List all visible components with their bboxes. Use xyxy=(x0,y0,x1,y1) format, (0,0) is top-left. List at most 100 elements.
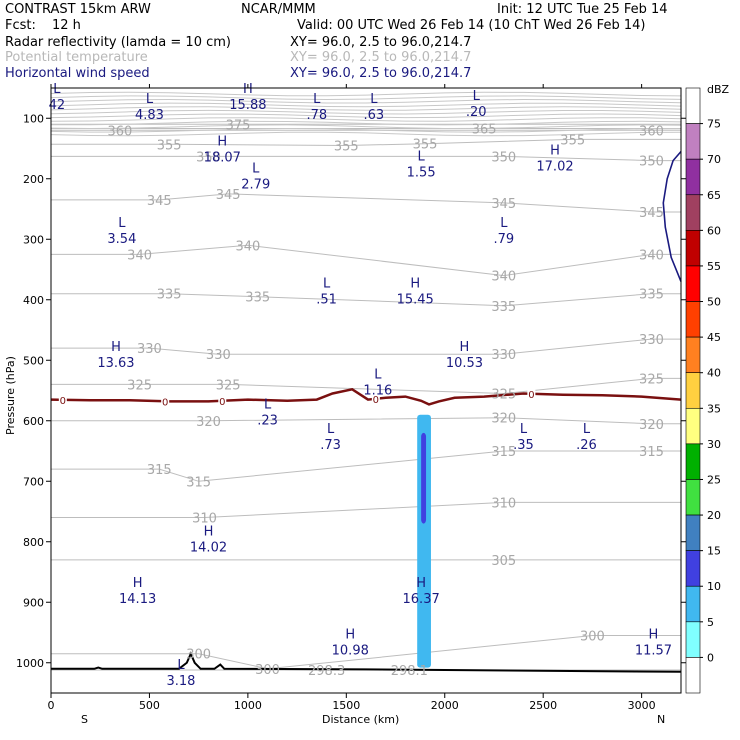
x-end-left: S xyxy=(81,713,88,726)
isentrope-line xyxy=(51,244,681,277)
plot-frame xyxy=(50,87,682,694)
zero-label-bg xyxy=(218,394,227,406)
isentrope-label: 305 xyxy=(491,554,516,569)
isentrope-label: 300 xyxy=(580,630,605,645)
isentrope-label: 335 xyxy=(639,288,664,303)
x-tick-label: 2500 xyxy=(529,699,557,712)
colorbar-swatch xyxy=(685,407,701,445)
isentrope-label: 300 xyxy=(186,648,211,663)
extremum-value: .63 xyxy=(364,108,385,123)
field-reflectivity: Radar reflectivity (lamda = 10 cm) xyxy=(5,35,231,50)
extremum-type: L xyxy=(177,658,185,673)
isentrope-label: 325 xyxy=(127,378,152,393)
isentrope-label: 345 xyxy=(216,188,241,203)
extremum-value: 10.53 xyxy=(446,356,483,371)
extremum-type: L xyxy=(473,89,481,104)
extremum-value: 3.54 xyxy=(107,232,136,247)
colorbar-swatch xyxy=(685,657,701,694)
isentrope-line xyxy=(50,106,682,111)
isentrope-line xyxy=(51,293,681,307)
field-wind: Horizontal wind speed xyxy=(5,66,150,81)
colorbar-label: 5 xyxy=(707,616,714,629)
isentrope-label: 325 xyxy=(216,378,241,393)
isentrope-label: 355 xyxy=(413,138,438,153)
isentrope-label: 315 xyxy=(491,445,516,460)
colorbar-label: 25 xyxy=(707,473,721,486)
extremum-value: .79 xyxy=(493,232,514,247)
field-wind-xy: XY= 96.0, 2.5 to 96.0,214.7 xyxy=(290,66,471,81)
extremum-type: H xyxy=(243,82,253,97)
isentrope-line xyxy=(50,117,682,122)
field-reflectivity-xy: XY= 96.0, 2.5 to 96.0,214.7 xyxy=(290,35,471,50)
x-tick-label: 1500 xyxy=(332,699,360,712)
extremum-value: 3.18 xyxy=(166,674,195,689)
isentrope-label: 335 xyxy=(245,291,270,306)
colorbar-swatch xyxy=(685,336,701,374)
isentrope-label: 335 xyxy=(157,288,182,303)
isentrope-label: 315 xyxy=(147,463,172,478)
extremum-type: L xyxy=(374,367,382,382)
colorbar-label: 30 xyxy=(707,438,721,451)
extremum-type: H xyxy=(416,576,426,591)
isentrope-labels: 300 300 298.3 298.1 300 305 310 310 315 315 315 315… xyxy=(107,118,663,679)
extremum-type: H xyxy=(217,135,227,150)
colorbar-label: 50 xyxy=(707,296,721,309)
zero-isotherm-label: 0 xyxy=(162,397,168,408)
isentrope-label: 320 xyxy=(639,418,664,433)
colorbar-label: 60 xyxy=(707,224,721,237)
y-tick-label: 100 xyxy=(23,112,44,125)
isentrope-line xyxy=(51,450,681,482)
isentrope-label: 355 xyxy=(334,139,359,154)
isentrope-line xyxy=(50,109,682,115)
extremum-value: 18.07 xyxy=(204,151,241,166)
isentrope-line xyxy=(51,377,681,395)
extremum-value: .78 xyxy=(306,108,327,123)
extremum-value: .23 xyxy=(257,414,278,429)
fcst-label: Fcst: xyxy=(5,18,36,33)
extremum-type: L xyxy=(583,422,591,437)
colorbar-swatch xyxy=(685,123,701,160)
isentrope-line xyxy=(50,95,682,101)
isentrope-label: 340 xyxy=(491,270,516,285)
zero-isotherm-label: 0 xyxy=(219,397,225,408)
y-tick-label: 700 xyxy=(23,475,44,488)
isentrope-label: 300 xyxy=(255,663,280,678)
y-tick-label: 600 xyxy=(23,415,44,428)
isentrope-label: 355 xyxy=(560,133,585,148)
isentrope-label: 325 xyxy=(491,388,516,403)
colorbar-label: 40 xyxy=(707,367,721,380)
colorbar-swatch xyxy=(685,585,701,623)
isentrope-label: 330 xyxy=(491,348,516,363)
isentrope-line xyxy=(50,113,682,119)
colorbar-swatch xyxy=(685,443,701,480)
x-tick-label: 500 xyxy=(139,699,160,712)
field-theta-xy: XY= 96.0, 2.5 to 96.0,214.7 xyxy=(290,50,471,65)
extremum-value: 2.79 xyxy=(241,178,270,193)
plot-area: 0 0 0 0 0 300 300 298.3 298.1 300 305 310 310 315 315… xyxy=(49,82,682,694)
extremum-type: H xyxy=(649,628,659,643)
colorbar-swatch xyxy=(685,372,701,409)
isentrope-line xyxy=(51,417,681,425)
model-title: CONTRAST 15km ARW xyxy=(5,2,151,17)
terrain-layer xyxy=(51,651,682,673)
isentrope-line xyxy=(51,501,681,518)
extremum-type: L xyxy=(252,162,260,177)
isentrope-label: 350 xyxy=(639,155,664,170)
axes: 0 500 1000 1500 2000 2500 30001002003004005006… xyxy=(16,84,686,712)
zero-isotherm-label: 0 xyxy=(528,390,534,401)
extremum-type: L xyxy=(370,92,378,107)
extremum-value: .20 xyxy=(466,105,487,120)
isentrope-line xyxy=(51,138,681,147)
isentrope-label: 340 xyxy=(235,239,260,254)
zero-label-bg xyxy=(161,395,170,407)
extremum-value: .73 xyxy=(320,438,341,453)
extremum-type: H xyxy=(410,277,420,292)
x-tick-label: 3000 xyxy=(628,699,656,712)
isentrope-label: 345 xyxy=(491,197,516,212)
isentrope-label: 340 xyxy=(127,248,152,263)
extremum-value: 11.57 xyxy=(635,644,672,659)
extremum-type: H xyxy=(111,340,121,355)
x-tick-label: 2000 xyxy=(431,699,459,712)
